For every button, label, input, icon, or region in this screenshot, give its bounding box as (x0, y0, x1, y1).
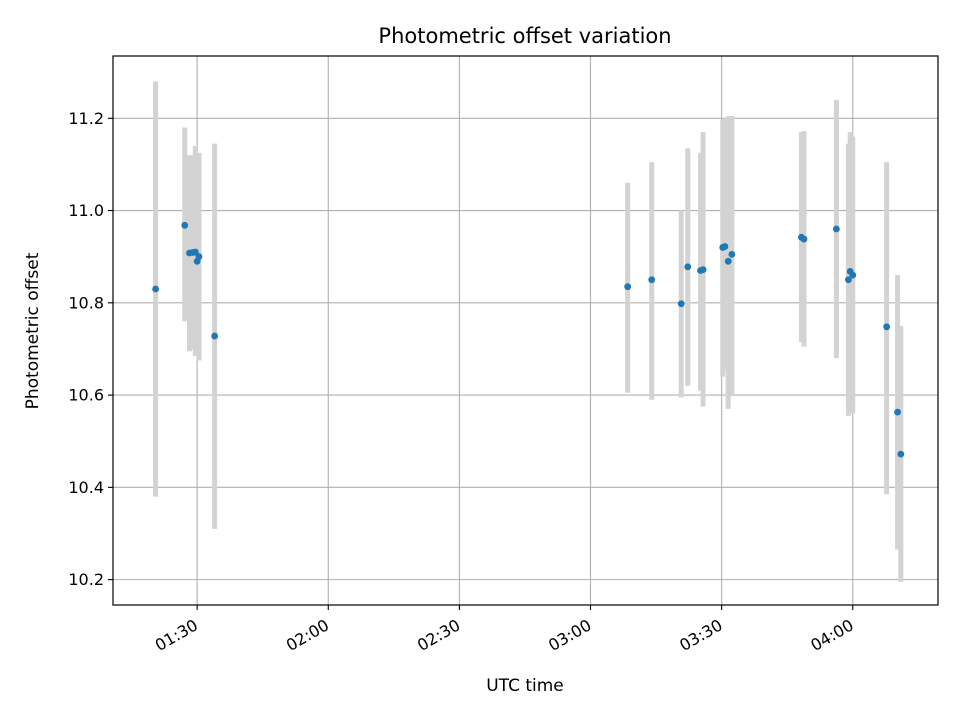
plot-area (113, 56, 938, 605)
y-tick-label: 10.2 (68, 570, 104, 589)
data-point (728, 250, 736, 258)
data-point (832, 225, 840, 233)
y-tick-label: 10.6 (68, 386, 104, 405)
x-axis-title: UTC time (486, 676, 564, 696)
data-point (191, 248, 199, 256)
x-tick-label: 03:00 (545, 615, 594, 655)
y-tick-label: 11.2 (68, 109, 104, 128)
data-points (152, 221, 905, 458)
x-axis: 01:30 02:00 02:30 03:00 03:30 04:00 (152, 605, 857, 655)
plot-frame (112, 55, 939, 606)
y-tick-label: 10.4 (68, 478, 104, 497)
data-point (800, 235, 808, 243)
data-point (897, 450, 905, 458)
data-point (181, 221, 189, 229)
data-point (849, 271, 857, 279)
data-point (684, 263, 692, 271)
x-tick-label: 03:30 (676, 615, 725, 655)
data-point (648, 276, 656, 284)
chart-title: Photometric offset variation (378, 24, 671, 48)
data-point (844, 276, 852, 284)
data-point (883, 323, 891, 331)
y-axis-title: Photometric offset (23, 252, 43, 409)
data-point (894, 408, 901, 416)
y-axis: 10.2 10.4 10.6 10.8 11.0 11.2 (68, 109, 113, 589)
x-tick-label: 02:00 (283, 615, 332, 655)
y-tick-label: 10.8 (68, 293, 104, 312)
data-point (195, 253, 203, 261)
data-point (677, 300, 685, 308)
data-point (699, 266, 707, 274)
x-tick-label: 04:00 (807, 615, 856, 655)
data-point (721, 243, 729, 250)
data-point (152, 285, 160, 293)
x-tick-label: 02:30 (414, 615, 463, 655)
y-tick-label: 11.0 (68, 201, 104, 220)
data-point (624, 283, 632, 291)
data-point (211, 332, 219, 340)
data-point (724, 257, 732, 265)
x-tick-label: 01:30 (152, 615, 201, 655)
